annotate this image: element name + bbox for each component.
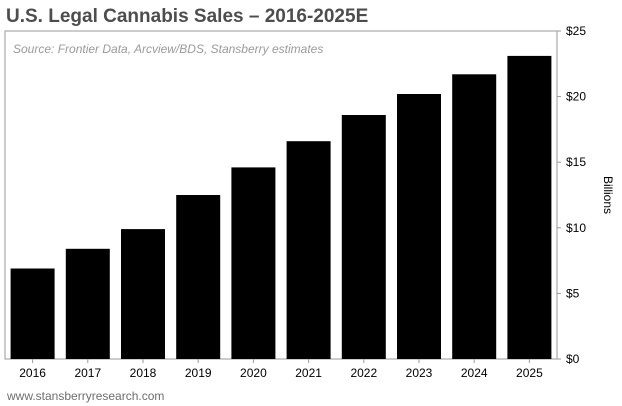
bar-2023	[397, 94, 441, 359]
bar-2020	[231, 167, 276, 359]
plot-frame	[4, 30, 558, 360]
x-tick-label: 2025	[516, 366, 543, 380]
y-axis-ticks: $0 $5 $10 $15 $20 $25	[557, 24, 586, 366]
y-axis-label: Billions	[601, 176, 615, 214]
y-tick-label: $0	[566, 352, 580, 366]
x-tick-label: 2016	[19, 366, 46, 380]
bar-group	[10, 55, 552, 360]
footer-url: www.stansberryresearch.com	[6, 389, 164, 403]
y-tick-label: $10	[566, 221, 586, 235]
y-tick-label: $20	[566, 90, 586, 104]
x-tick-label: 2017	[74, 366, 101, 380]
bar-2018	[121, 229, 165, 359]
x-axis-ticks: 2016 2017 2018 2019 2020 2021 2022 2023 2024 2025	[19, 359, 543, 380]
x-tick-label: 2023	[406, 366, 433, 380]
y-tick-label: $15	[566, 155, 586, 169]
x-tick-label: 2021	[295, 366, 322, 380]
bar-2019	[176, 195, 221, 359]
y-tick-label: $5	[566, 286, 580, 300]
bar-2021	[286, 141, 331, 359]
bar-2022	[341, 115, 386, 359]
chart-source-note: Source: Frontier Data, Arcview/BDS, Stan…	[13, 42, 323, 56]
x-tick-label: 2018	[130, 366, 157, 380]
chart-title: U.S. Legal Cannabis Sales – 2016-2025E	[6, 6, 368, 27]
x-tick-label: 2024	[461, 366, 488, 380]
x-tick-label: 2019	[185, 366, 212, 380]
bar-2016	[10, 268, 55, 359]
x-tick-label: 2022	[350, 366, 377, 380]
bar-2025	[507, 55, 552, 360]
bar-2024	[452, 74, 497, 360]
bar-2017	[65, 248, 110, 359]
y-tick-label: $25	[566, 24, 586, 38]
x-tick-label: 2020	[240, 366, 267, 380]
